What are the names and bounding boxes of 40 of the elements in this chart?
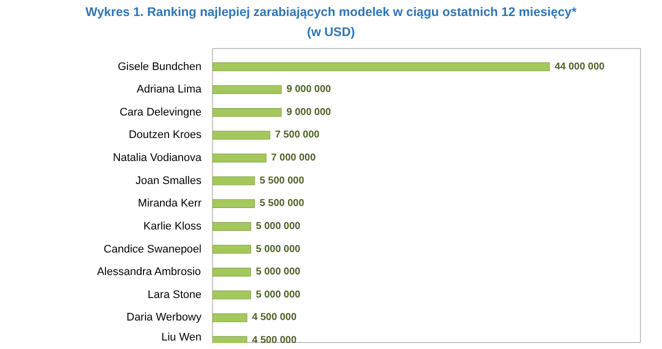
y-tick-label: Lara Stone <box>148 288 202 301</box>
y-tick-label: Alessandra Ambrosio <box>96 266 201 278</box>
bar <box>212 222 252 231</box>
chart-subtitle: (w USD) <box>307 25 355 39</box>
data-label: 4 500 000 <box>252 312 297 324</box>
bar <box>212 268 252 276</box>
y-tick-label: Miranda Kerr <box>138 198 202 210</box>
bar <box>212 313 248 322</box>
bar <box>212 85 282 94</box>
data-label: 4 500 000 <box>252 335 297 346</box>
y-tick-label: Gisele Bundchen <box>118 60 202 73</box>
bar <box>212 108 282 117</box>
bar <box>212 130 270 140</box>
y-tick-label: Doutzen Kroes <box>128 129 202 142</box>
data-label: 5 000 000 <box>256 266 301 278</box>
bar <box>212 62 550 72</box>
data-label: 5 000 000 <box>256 289 301 300</box>
data-label: 7 500 000 <box>275 130 320 141</box>
data-label: 5 000 000 <box>256 220 301 232</box>
bar <box>212 199 255 208</box>
y-tick-label: Candice Swanepoel <box>104 243 202 256</box>
y-tick-label: Adriana Lima <box>136 84 202 96</box>
data-label: 7 000 000 <box>271 152 316 164</box>
y-tick-label: Liu Wen <box>161 332 202 344</box>
bar <box>212 176 255 186</box>
y-tick-label: Karlie Kloss <box>143 220 202 232</box>
bar <box>212 154 266 162</box>
y-tick-label: Cara Delevingne <box>120 106 202 118</box>
data-label: 44 000 000 <box>554 61 606 72</box>
y-tick-label: Natalia Vodianova <box>112 152 202 164</box>
bar <box>212 244 252 254</box>
bar <box>212 290 252 300</box>
data-label: 5 500 000 <box>260 175 305 186</box>
y-tick-label: Joan Smalles <box>135 174 202 187</box>
y-tick-label: Daria Werbowy <box>126 312 202 324</box>
chart-title: Wykres 1. Ranking najlepiej zarabiających modelek w ciągu ostatnich 12 miesięcy* <box>86 5 576 19</box>
data-label: 5 500 000 <box>260 198 305 210</box>
data-label: 9 000 000 <box>286 106 332 118</box>
data-label: 9 000 000 <box>286 84 332 96</box>
data-label: 5 000 000 <box>256 244 301 255</box>
